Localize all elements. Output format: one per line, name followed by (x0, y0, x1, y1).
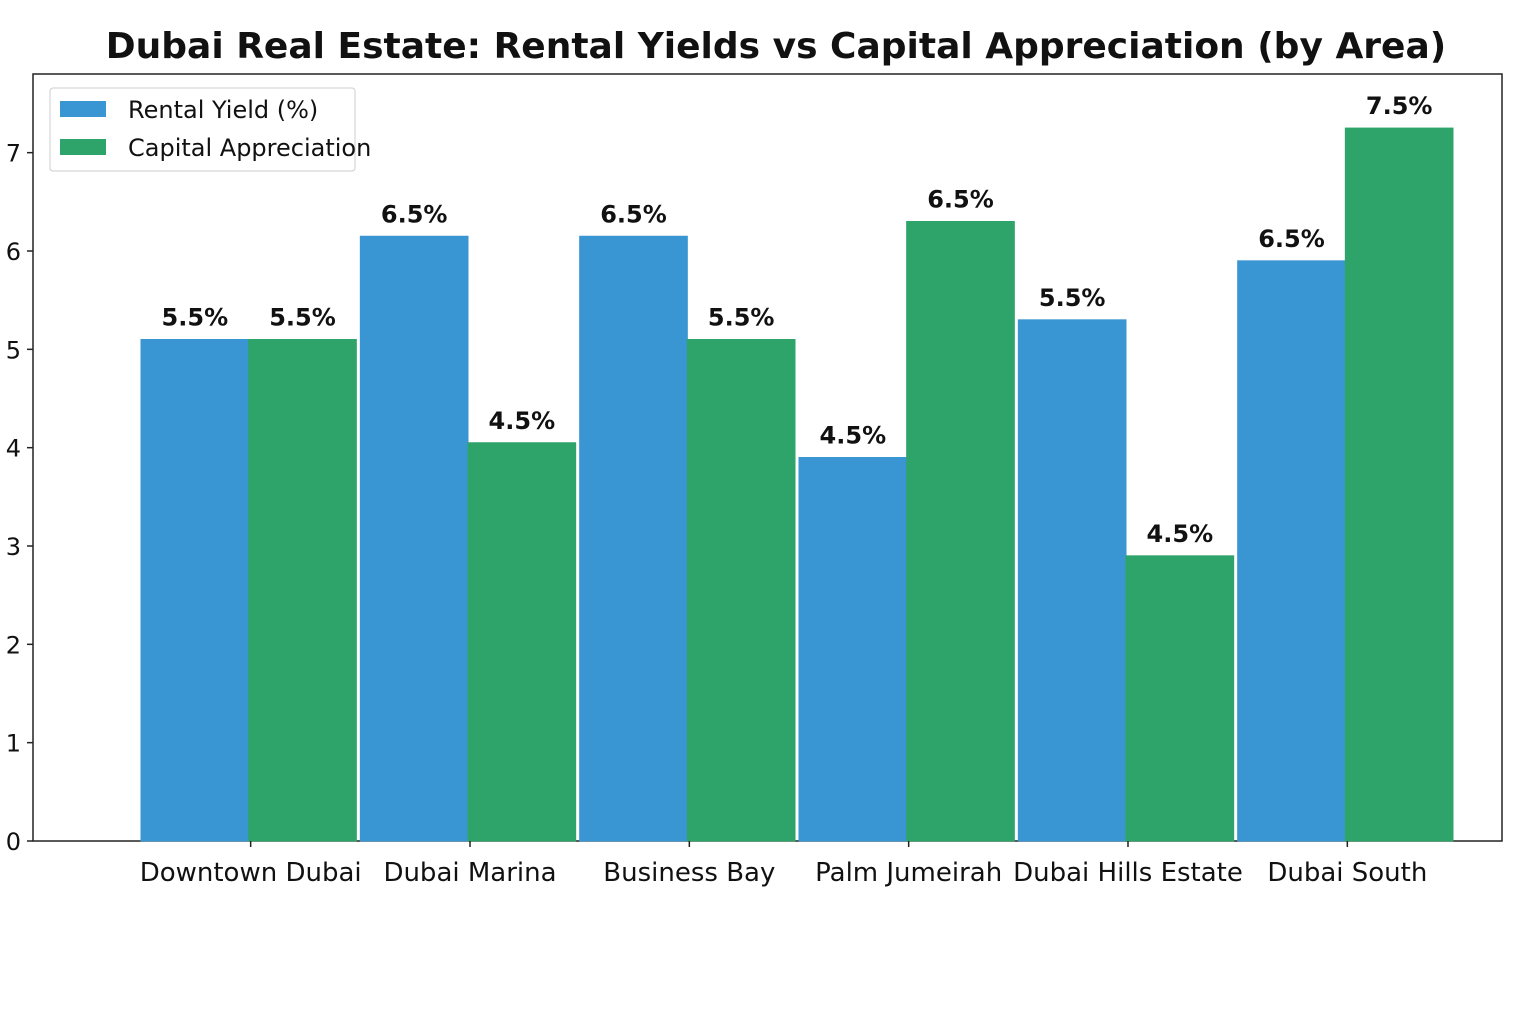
bar-rental-yield (798, 457, 908, 842)
y-tick-label: 7 (6, 140, 21, 168)
bars-group (140, 127, 1454, 842)
legend-label-rental-yield: Rental Yield (%) (128, 96, 318, 124)
bar-capital-appreciation (686, 339, 796, 842)
legend-box (49, 87, 356, 172)
y-tick-label: 1 (6, 730, 21, 758)
y-tick-label: 4 (6, 435, 21, 463)
y-tick-label: 6 (6, 238, 21, 266)
y-tick-label: 3 (6, 533, 21, 561)
chart-title: Dubai Real Estate: Rental Yields vs Capi… (106, 26, 1446, 67)
data-label: 6.5% (1258, 225, 1325, 253)
y-axis: 0 1 2 3 4 5 6 7 (6, 140, 33, 856)
data-label: 5.5% (1039, 284, 1106, 312)
bar-capital-appreciation (467, 442, 577, 842)
data-label: 5.5% (708, 304, 775, 332)
data-label: 4.5% (489, 407, 556, 435)
x-axis: Downtown Dubai Dubai Marina Business Bay Pa… (140, 841, 1427, 888)
data-label: 6.5% (381, 200, 448, 228)
x-tick-label: Business Bay (603, 858, 775, 888)
bar-rental-yield (359, 235, 469, 842)
data-label: 4.5% (820, 422, 887, 450)
data-label: 5.5% (162, 304, 229, 332)
y-tick-label: 5 (6, 336, 21, 364)
bar-rental-yield (579, 235, 688, 842)
data-label: 7.5% (1366, 92, 1433, 120)
bar-capital-appreciation (1344, 127, 1454, 842)
data-labels-group: 5.5% 5.5% 6.5% 4.5% 6.5% 5.5% 4.5% 6.5% 5.5% 4.5%… (162, 92, 1433, 548)
bar-rental-yield (1237, 260, 1346, 842)
legend-swatch-rental-yield (60, 101, 106, 117)
y-tick-label: 0 (6, 828, 21, 856)
x-tick-label: Palm Jumeirah (815, 858, 1002, 888)
x-tick-label: Dubai Hills Estate (1013, 858, 1243, 888)
bar-rental-yield (1017, 319, 1127, 842)
bar-capital-appreciation (906, 221, 1015, 842)
y-tick-label: 2 (6, 631, 21, 659)
data-label: 4.5% (1147, 520, 1214, 548)
data-label: 6.5% (927, 186, 994, 214)
bar-capital-appreciation (248, 339, 357, 842)
bar-rental-yield (140, 339, 250, 842)
x-tick-label: Dubai South (1267, 858, 1427, 888)
x-tick-label: Dubai Marina (383, 858, 556, 888)
data-label: 6.5% (600, 200, 667, 228)
data-label: 5.5% (269, 304, 336, 332)
bar-capital-appreciation (1125, 555, 1235, 842)
legend-swatch-capital-appreciation (60, 139, 106, 155)
legend: Rental Yield (%) Capital Appreciation (49, 87, 371, 172)
legend-label-capital-appreciation: Capital Appreciation (128, 134, 371, 162)
x-tick-label: Downtown Dubai (140, 858, 362, 888)
